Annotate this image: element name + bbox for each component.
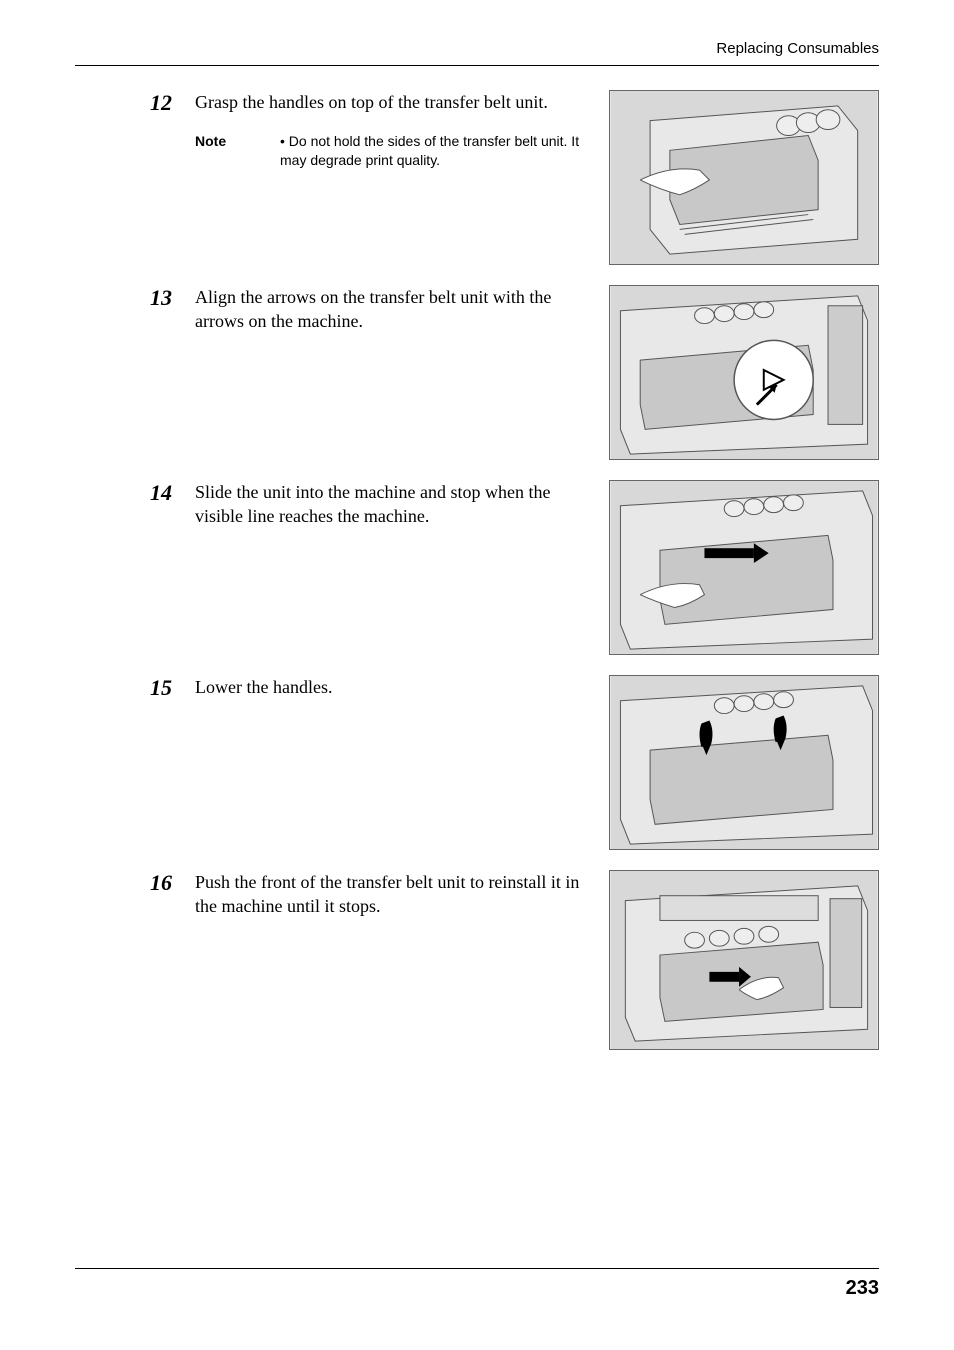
printer-illustration-icon: [610, 481, 878, 654]
step-body: Grasp the handles on top of the transfer…: [195, 90, 609, 170]
step-figure: [609, 480, 879, 655]
note-bullet: •: [280, 133, 285, 149]
step-text: Grasp the handles on top of the transfer…: [195, 90, 594, 114]
step-figure: [609, 675, 879, 850]
note-text: • Do not hold the sides of the transfer …: [280, 132, 594, 170]
step-number: 16: [150, 870, 195, 896]
page-header: Replacing Consumables: [75, 40, 879, 66]
step-figure: [609, 285, 879, 460]
step-14: 14 Slide the unit into the machine and s…: [150, 480, 879, 655]
note-content: Do not hold the sides of the transfer be…: [280, 133, 579, 168]
step-number: 15: [150, 675, 195, 701]
step-number: 12: [150, 90, 195, 116]
step-body: Push the front of the transfer belt unit…: [195, 870, 609, 919]
step-figure: [609, 870, 879, 1050]
step-text: Align the arrows on the transfer belt un…: [195, 285, 594, 334]
page-container: Replacing Consumables 12 Grasp the handl…: [0, 0, 954, 1350]
step-13: 13 Align the arrows on the transfer belt…: [150, 285, 879, 460]
section-title: Replacing Consumables: [716, 40, 879, 57]
content-area: 12 Grasp the handles on top of the trans…: [75, 90, 879, 1050]
step-text: Lower the handles.: [195, 675, 594, 699]
step-number: 14: [150, 480, 195, 506]
printer-illustration-icon: [610, 871, 878, 1049]
step-body: Align the arrows on the transfer belt un…: [195, 285, 609, 334]
note-label: Note: [195, 132, 280, 170]
page-footer: 233: [75, 1268, 879, 1300]
step-text: Slide the unit into the machine and stop…: [195, 480, 594, 529]
step-body: Lower the handles.: [195, 675, 609, 699]
step-body: Slide the unit into the machine and stop…: [195, 480, 609, 529]
step-12: 12 Grasp the handles on top of the trans…: [150, 90, 879, 265]
step-figure: [609, 90, 879, 265]
step-16: 16 Push the front of the transfer belt u…: [150, 870, 879, 1050]
printer-illustration-icon: [610, 676, 878, 849]
note-block: Note • Do not hold the sides of the tran…: [195, 132, 594, 170]
step-number: 13: [150, 285, 195, 311]
printer-illustration-icon: [610, 286, 878, 459]
step-text: Push the front of the transfer belt unit…: [195, 870, 594, 919]
printer-illustration-icon: [610, 91, 878, 264]
step-15: 15 Lower the handles.: [150, 675, 879, 850]
page-number: 233: [846, 1277, 879, 1299]
